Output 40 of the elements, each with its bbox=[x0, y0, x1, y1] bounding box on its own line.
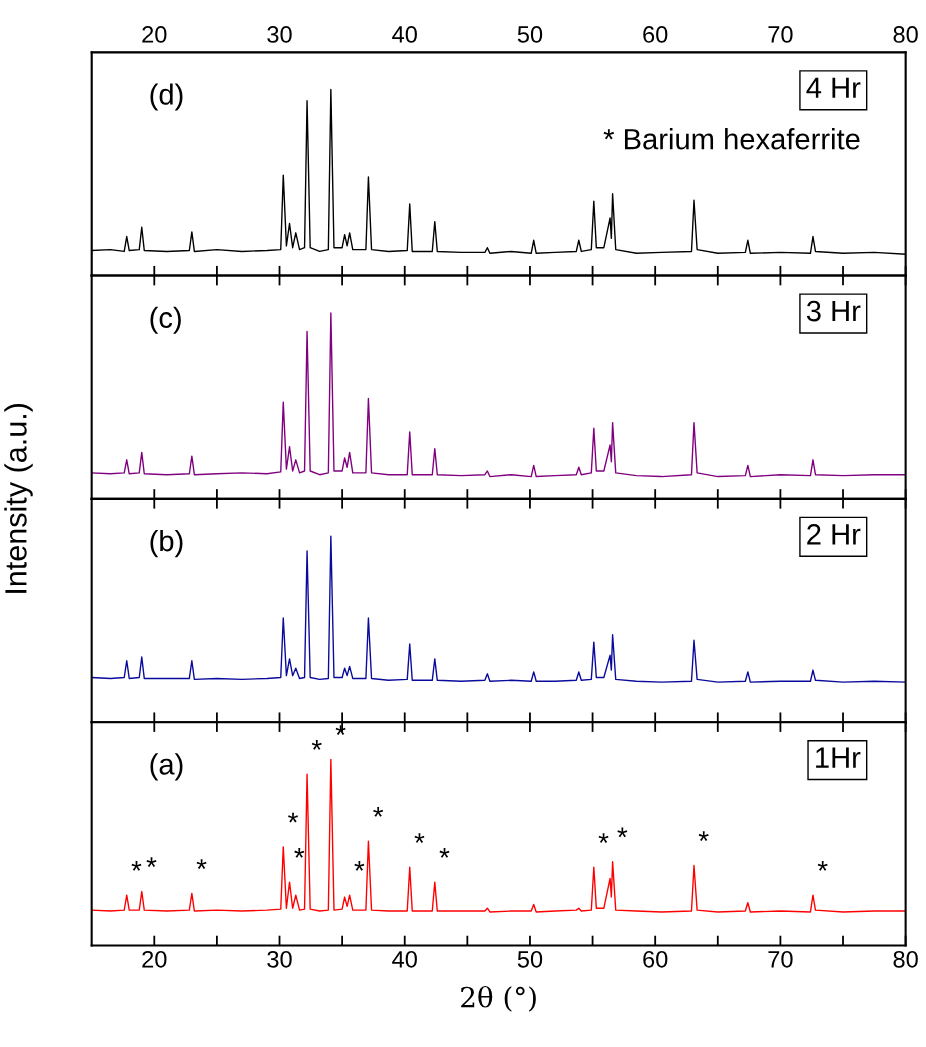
x-tick-label: 60 bbox=[643, 950, 668, 968]
x-tick-label: 50 bbox=[517, 950, 543, 968]
x-tick-label: 20 bbox=[142, 950, 167, 968]
annotation: * bbox=[617, 827, 628, 838]
x2-tick-label: 60 bbox=[643, 26, 668, 43]
x2-tick-label: 40 bbox=[392, 26, 417, 43]
annotation: * bbox=[335, 725, 346, 735]
x2-tick-label: 80 bbox=[893, 26, 918, 43]
x2-tick-label: 20 bbox=[142, 26, 167, 43]
x-tick-label: 80 bbox=[893, 950, 918, 968]
annotation: * bbox=[414, 833, 425, 843]
annotation: * bbox=[373, 807, 384, 817]
x-axis-title: 2θ (°) bbox=[461, 985, 536, 1012]
annotation: (b) bbox=[150, 529, 183, 558]
annotation: 1Hr bbox=[816, 747, 861, 768]
y-axis-title: Intensity (a.u.) bbox=[4, 403, 33, 593]
annotation: * bbox=[146, 857, 157, 868]
annotation: * bbox=[288, 812, 298, 823]
annotation: * bbox=[817, 861, 828, 871]
x-tick-label: 40 bbox=[392, 950, 417, 968]
x2-tick-label: 50 bbox=[517, 26, 543, 43]
annotation: * bbox=[354, 861, 365, 871]
x-tick-label: 70 bbox=[768, 950, 793, 968]
x2-tick-label: 70 bbox=[768, 26, 793, 43]
x2-tick-label: 30 bbox=[267, 26, 292, 43]
x-tick-label: 30 bbox=[267, 950, 292, 968]
annotation: (d) bbox=[150, 83, 183, 111]
annotation: * bbox=[196, 859, 207, 869]
annotation: 4 Hr bbox=[806, 77, 861, 98]
annotation: (c) bbox=[150, 306, 181, 334]
annotation: 3 Hr bbox=[806, 300, 861, 322]
annotation: * bbox=[131, 861, 142, 871]
annotation: * bbox=[439, 848, 450, 858]
annotation: * Barium hexaferrite bbox=[603, 128, 860, 150]
annotation: (a) bbox=[150, 753, 183, 781]
annotation: * bbox=[294, 848, 305, 858]
annotation: * bbox=[698, 831, 709, 842]
annotation: * bbox=[311, 740, 322, 750]
annotation: 2 Hr bbox=[807, 524, 861, 545]
annotation: * bbox=[598, 833, 609, 843]
